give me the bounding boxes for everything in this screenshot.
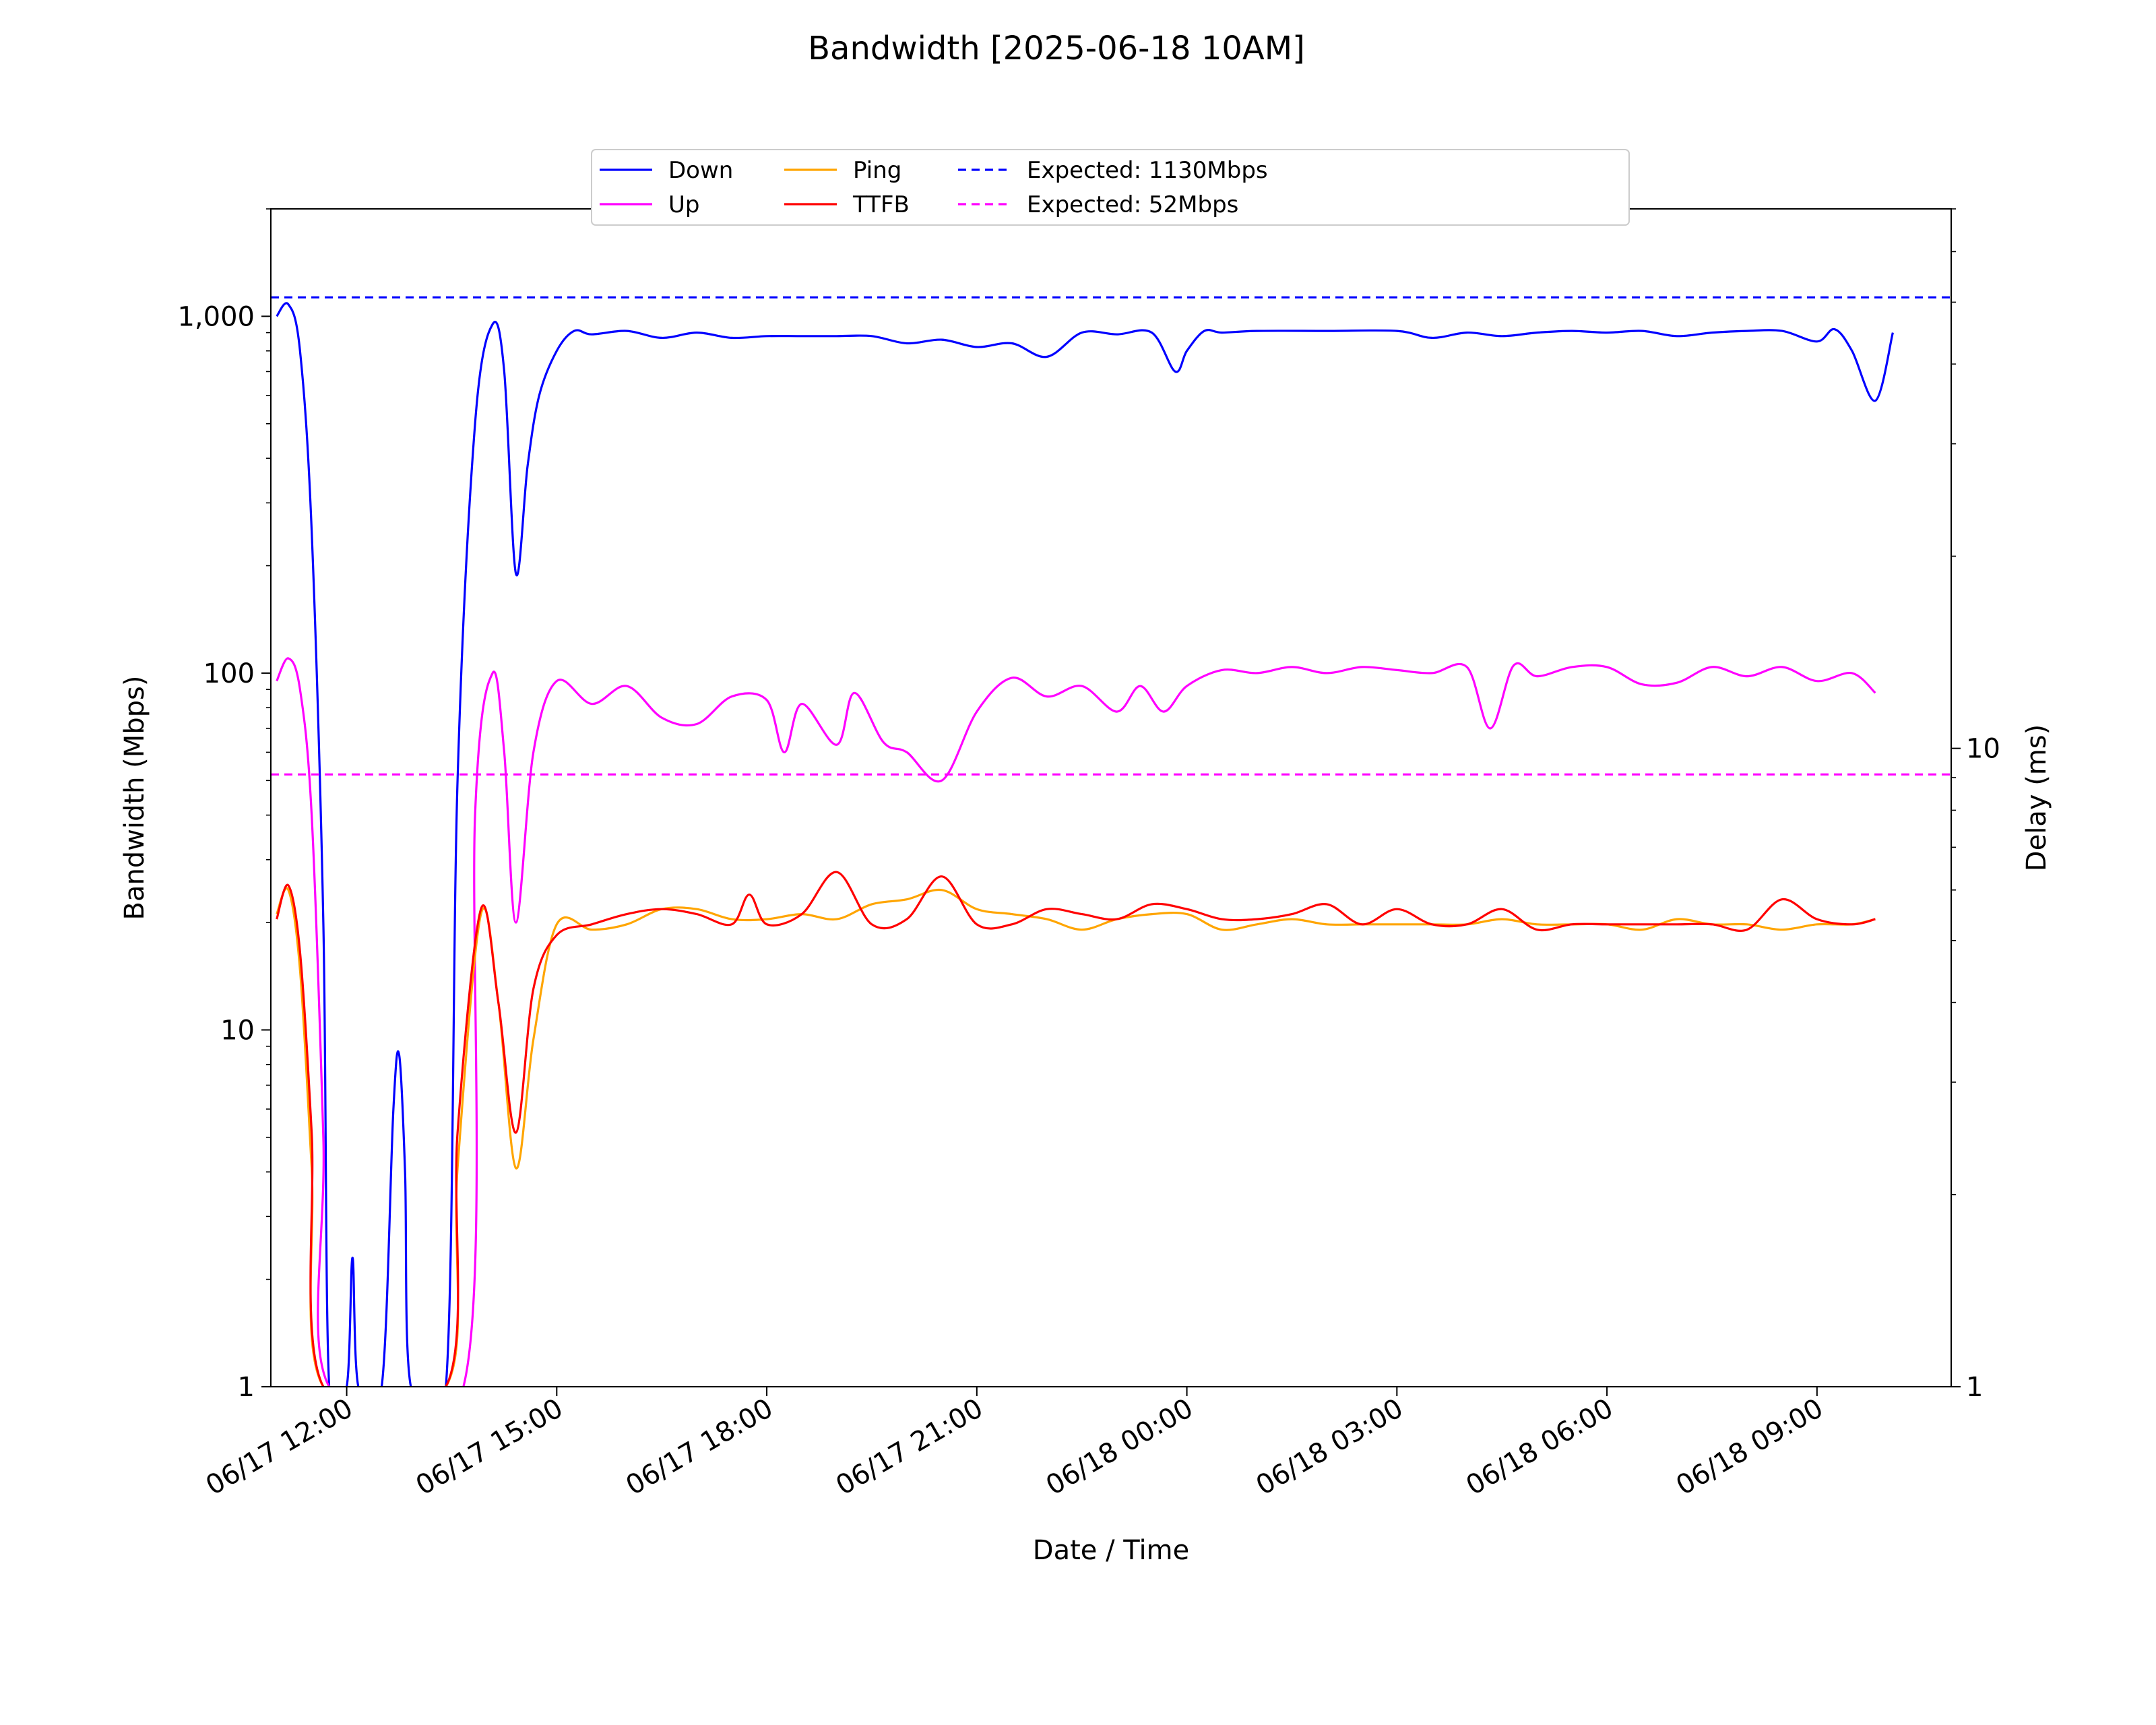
x-tick-label: 06/18 00:00	[1041, 1393, 1199, 1501]
legend-label-expected-1130mbps: Expected: 1130Mbps	[1027, 157, 1268, 184]
x-axis-label: Date / Time	[1033, 1535, 1189, 1566]
x-tick-label: 06/17 21:00	[831, 1393, 988, 1501]
right-axis-ticks: 1 10	[1951, 208, 2000, 1403]
right-tick-label: 10	[1966, 734, 2000, 765]
legend-box	[591, 149, 1630, 226]
x-tick-label: 06/18 03:00	[1251, 1393, 1409, 1501]
legend-label-up: Up	[668, 191, 699, 218]
legend-label-ping: Ping	[853, 157, 901, 184]
left-tick-label: 100	[203, 658, 255, 689]
left-tick-label: 1,000	[177, 301, 255, 332]
left-tick-label: 10	[220, 1015, 255, 1046]
left-axis-ticks: 1 10 100 1,000	[177, 208, 271, 1403]
x-tick-label: 06/17 12:00	[201, 1393, 358, 1501]
series-line-ping	[276, 887, 1876, 1387]
x-tick-label: 06/18 09:00	[1671, 1393, 1829, 1501]
plot-frame	[270, 208, 1952, 1387]
y-axis-right-label: Delay (ms)	[2021, 724, 2052, 871]
chart-title: Bandwidth [2025-06-18 10AM]	[808, 30, 1305, 67]
legend: Down Up Ping TTFB Expected: 1130Mbps Expected…	[591, 149, 1630, 226]
legend-label-ttfb: TTFB	[852, 191, 910, 218]
series-line-up	[276, 657, 1876, 1387]
x-axis-ticks: 06/17 12:00 06/17 15:00 06/17 18:00 06/17 2…	[201, 1387, 1829, 1501]
left-tick-label: 1	[238, 1372, 255, 1403]
series-line-ttfb	[276, 871, 1876, 1387]
legend-label-expected-52mbps: Expected: 52Mbps	[1027, 191, 1238, 218]
series-line-down	[276, 302, 1894, 1387]
legend-label-down: Down	[668, 157, 733, 184]
reference-lines	[271, 296, 1951, 776]
y-axis-left-label: Bandwidth (Mbps)	[119, 675, 150, 920]
x-tick-label: 06/18 06:00	[1461, 1393, 1618, 1501]
x-tick-label: 06/17 15:00	[411, 1393, 569, 1501]
x-tick-label: 06/17 18:00	[621, 1393, 778, 1501]
series-layer	[276, 302, 1894, 1387]
right-tick-label: 1	[1966, 1372, 1983, 1403]
